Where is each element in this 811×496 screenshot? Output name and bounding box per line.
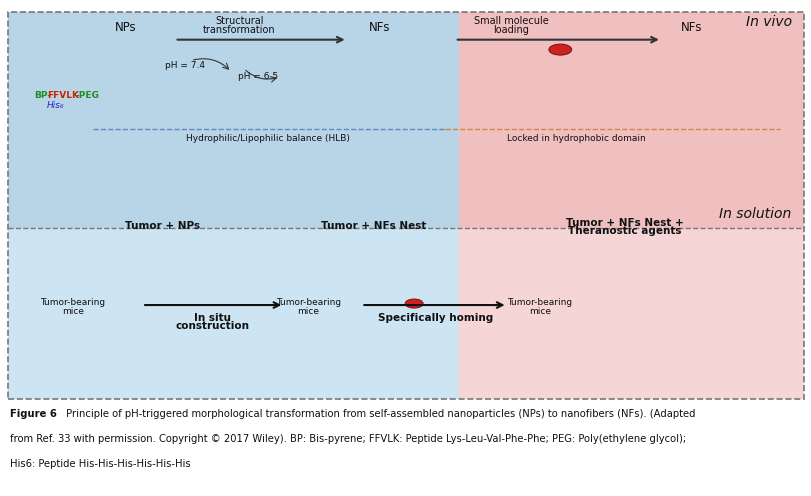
Text: mice: mice	[62, 307, 84, 316]
Bar	[458, 12, 803, 228]
Text: pH = 6.5: pH = 6.5	[238, 72, 278, 81]
Text: Tumor-bearing: Tumor-bearing	[41, 298, 105, 307]
Bar	[458, 228, 803, 399]
Bar	[8, 12, 458, 228]
Text: Principle of pH-triggered morphological transformation from self-assembled nanop: Principle of pH-triggered morphological …	[62, 409, 694, 419]
Text: loading: loading	[493, 25, 529, 35]
Text: mice: mice	[528, 307, 551, 316]
Text: Tumor + NFs Nest: Tumor + NFs Nest	[320, 221, 426, 231]
Text: Locked in hydrophobic domain: Locked in hydrophobic domain	[507, 134, 645, 143]
Text: transformation: transformation	[203, 25, 276, 35]
Bar	[8, 228, 458, 399]
Text: construction: construction	[175, 321, 250, 331]
Text: In vivo: In vivo	[744, 15, 791, 29]
Text: NFs: NFs	[369, 21, 390, 34]
Text: His6: Peptide His-His-His-His-His-His: His6: Peptide His-His-His-His-His-His	[10, 459, 190, 469]
Text: pH = 7.4: pH = 7.4	[165, 61, 205, 70]
Text: In situ: In situ	[194, 313, 231, 323]
Text: Specifically homing: Specifically homing	[378, 313, 493, 323]
Text: In solution: In solution	[719, 207, 791, 221]
Text: FFVLK: FFVLK	[47, 91, 79, 100]
Text: Hydrophilic/Lipophilic balance (HLB): Hydrophilic/Lipophilic balance (HLB)	[186, 134, 350, 143]
Text: NFs: NFs	[680, 21, 702, 34]
Text: Structural: Structural	[215, 16, 264, 26]
Text: Tumor + NFs Nest +: Tumor + NFs Nest +	[565, 218, 684, 228]
Text: Small molecule: Small molecule	[474, 16, 548, 26]
Text: Tumor-bearing: Tumor-bearing	[276, 298, 341, 307]
Text: Figure 6: Figure 6	[10, 409, 57, 419]
Ellipse shape	[405, 299, 423, 308]
Text: from Ref. 33 with permission. Copyright © 2017 Wiley). BP: Bis-pyrene; FFVLK: Pe: from Ref. 33 with permission. Copyright …	[10, 434, 685, 444]
Text: Tumor-bearing: Tumor-bearing	[507, 298, 572, 307]
Text: NPs: NPs	[115, 21, 136, 34]
Text: Theranostic agents: Theranostic agents	[568, 226, 681, 236]
Text: -PEG: -PEG	[75, 91, 99, 100]
Text: BP-: BP-	[34, 91, 51, 100]
Ellipse shape	[548, 44, 571, 55]
Text: mice: mice	[297, 307, 320, 316]
Text: His₆: His₆	[47, 101, 65, 110]
Bar	[8, 12, 803, 399]
Text: Tumor + NPs: Tumor + NPs	[125, 221, 200, 231]
